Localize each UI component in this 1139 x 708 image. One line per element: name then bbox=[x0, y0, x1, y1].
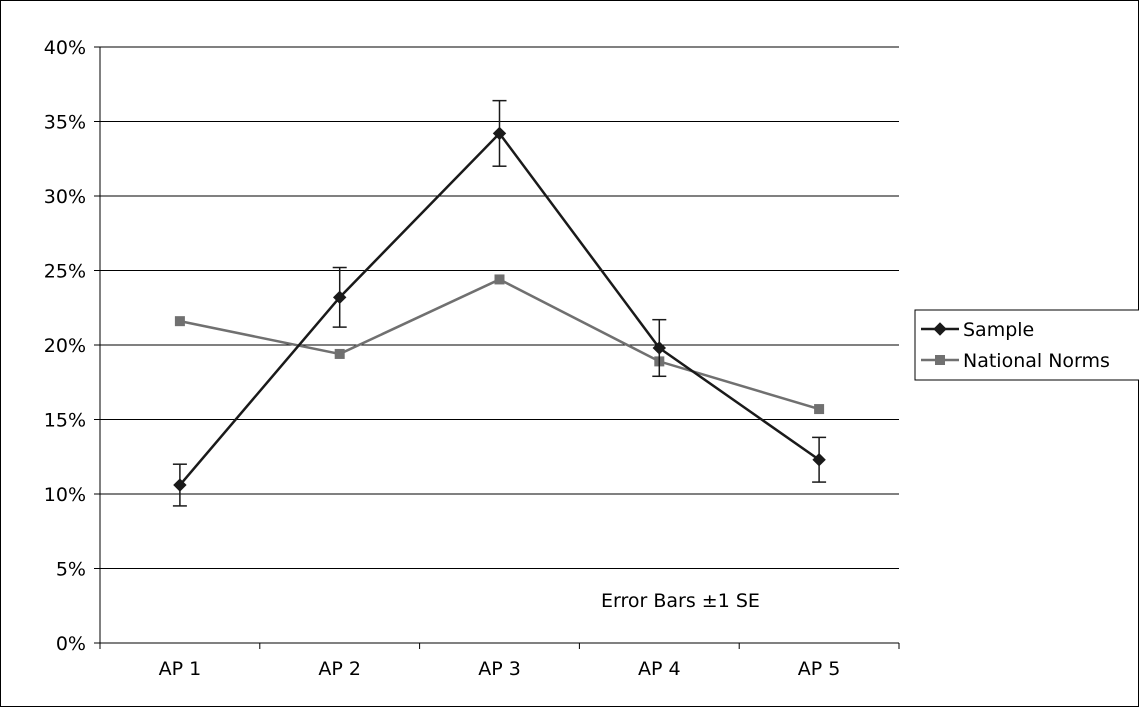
y-tick-labels: 0% 5% 10% 15% 20% 25% 30% 35% 40% bbox=[44, 37, 86, 655]
y-tick-label: 0% bbox=[56, 633, 86, 655]
series-line bbox=[178, 131, 820, 486]
y-tick-label: 30% bbox=[44, 186, 86, 208]
y-tick-label: 35% bbox=[44, 112, 86, 134]
legend-label: Sample bbox=[963, 319, 1034, 341]
error-bars-annotation: Error Bars ±1 SE bbox=[601, 590, 760, 612]
series-layer bbox=[172, 99, 827, 507]
x-tick-label: AP 2 bbox=[318, 658, 361, 680]
data-point bbox=[332, 290, 347, 305]
data-point bbox=[814, 404, 825, 415]
x-tick-label: AP 1 bbox=[159, 658, 202, 680]
x-tick-label: AP 4 bbox=[638, 658, 681, 680]
legend-label: National Norms bbox=[963, 350, 1110, 372]
x-tick-labels: AP 1 AP 2 AP 3 AP 4 AP 5 bbox=[159, 658, 841, 680]
data-point bbox=[652, 341, 667, 355]
data-point bbox=[174, 316, 185, 327]
legend: Sample National Norms bbox=[914, 309, 1139, 381]
y-tick-label: 10% bbox=[44, 484, 86, 506]
data-point bbox=[492, 126, 507, 141]
data-point bbox=[812, 453, 826, 467]
legend-box bbox=[914, 309, 1139, 381]
gridlines bbox=[100, 46, 899, 569]
y-tick-label: 40% bbox=[44, 37, 86, 59]
series-national-norms bbox=[174, 274, 825, 415]
data-point bbox=[334, 348, 345, 359]
x-tick-label: AP 3 bbox=[478, 658, 521, 680]
legend-marker bbox=[933, 322, 947, 336]
axes bbox=[94, 46, 900, 649]
data-point bbox=[494, 274, 505, 285]
legend-marker bbox=[935, 355, 945, 365]
series-sample bbox=[172, 99, 827, 507]
data-point bbox=[173, 478, 187, 492]
y-tick-label: 20% bbox=[44, 335, 86, 357]
x-tick-label: AP 5 bbox=[798, 658, 841, 680]
y-tick-label: 5% bbox=[56, 559, 86, 581]
series-line bbox=[179, 278, 820, 411]
y-tick-label: 15% bbox=[44, 410, 86, 432]
y-tick-label: 25% bbox=[44, 261, 86, 283]
